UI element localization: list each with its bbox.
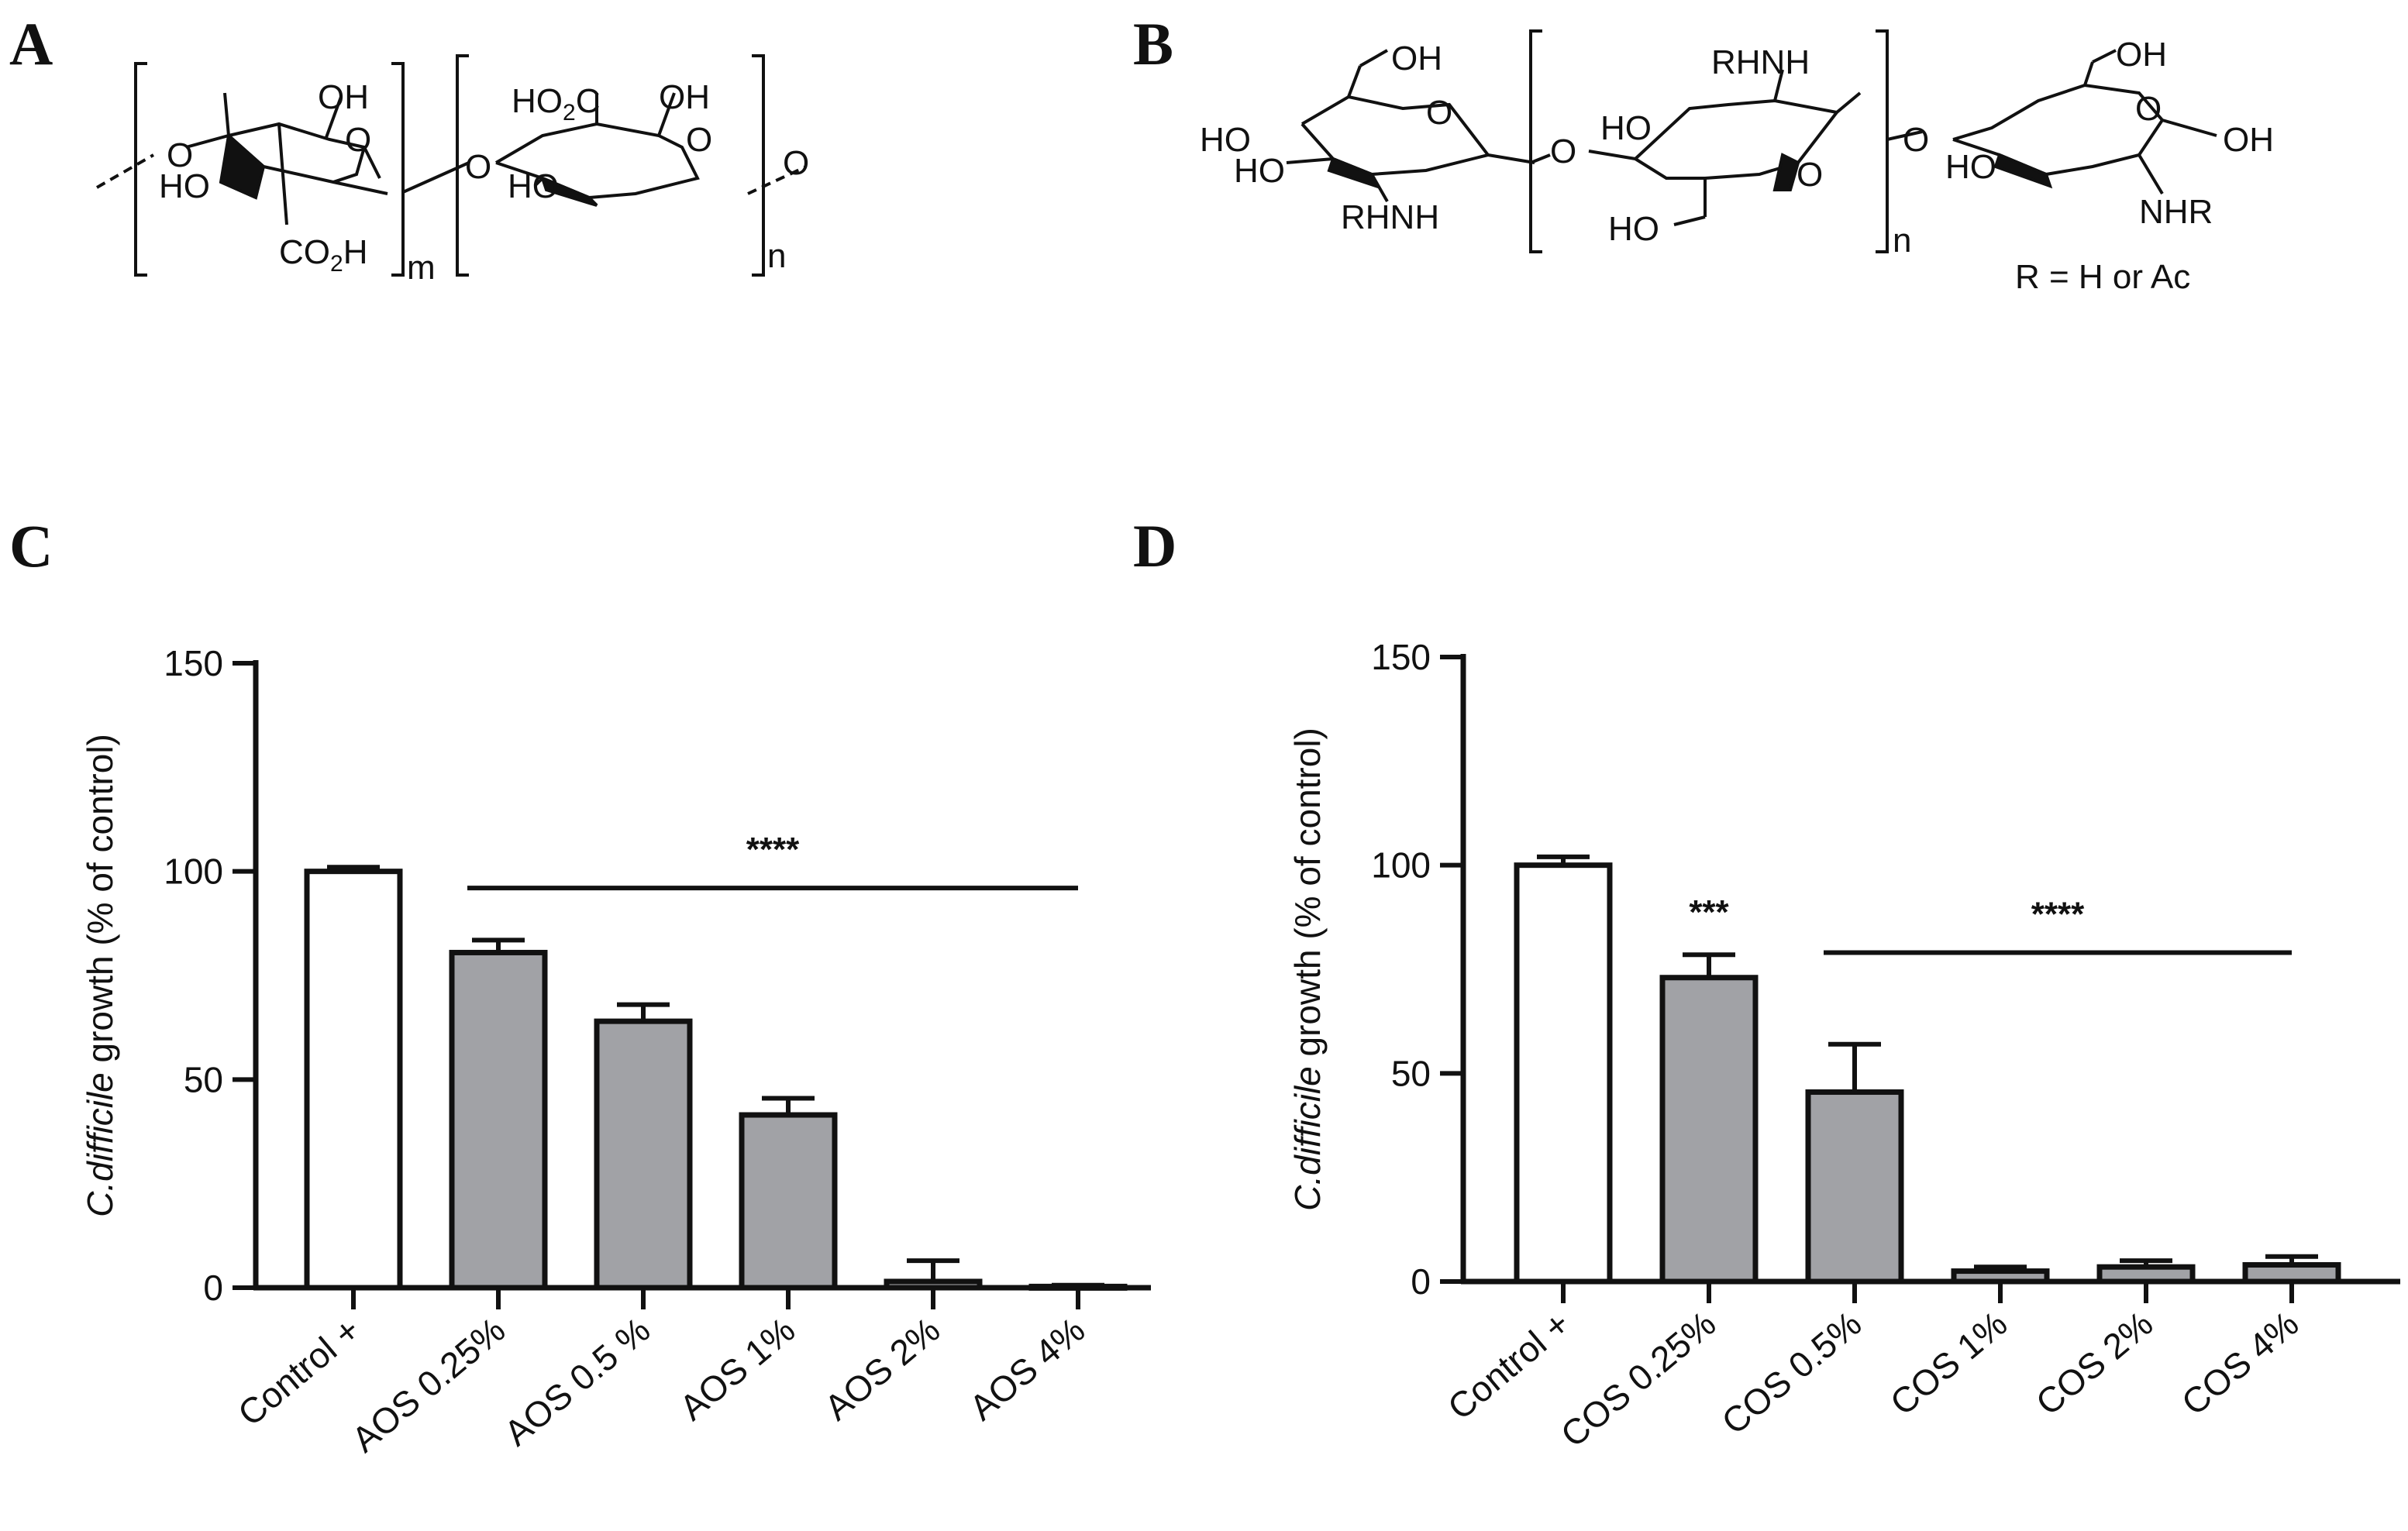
a-o-link: O [465, 148, 491, 186]
d-y-tick-label-0: 0 [1411, 1261, 1431, 1302]
a-subscript-m: m [407, 249, 436, 287]
a-oh-top-1: OH [318, 78, 369, 116]
panel-label-b: B [1133, 10, 1174, 77]
a-subscript-n: n [767, 237, 786, 275]
d-y-tick-label-150: 150 [1371, 637, 1431, 677]
a-ring-o-2: O [686, 121, 712, 159]
panel-label-d: D [1133, 512, 1177, 580]
c-y-axis-title: C.difficile growth (% of control) [80, 734, 120, 1217]
a-ring-o-1: O [345, 121, 371, 159]
b-rhnh-1: RHNH [1341, 198, 1439, 236]
b-subscript-n: n [1893, 222, 1911, 260]
d-category-label-3: COS 1% [1883, 1303, 2015, 1423]
b-rhnh-2: RHNH [1711, 43, 1810, 81]
panel-label-a: A [9, 10, 53, 77]
c-significance-0: **** [746, 831, 800, 869]
b-oh-1: OH [1391, 40, 1442, 77]
b-ring-o-3: O [2135, 90, 2162, 128]
d-significance-1: **** [2031, 896, 2085, 934]
d-y-tick-label-100: 100 [1371, 845, 1431, 886]
c-bar-2 [594, 1018, 693, 1291]
b-ho-4: HO [1608, 210, 1659, 248]
d-y-tick-label-50: 50 [1391, 1053, 1431, 1093]
a-ho-mid: HO [508, 167, 559, 205]
d-significance-0: *** [1689, 893, 1729, 931]
a-ho2c: HO2C [512, 82, 600, 126]
d-category-label-1: COS 0.25% [1553, 1303, 1724, 1455]
c-bar-0 [304, 869, 403, 1291]
c-y-tick-label-0: 0 [203, 1268, 223, 1308]
b-ho-1: HO [1200, 121, 1251, 159]
d-category-label-4: COS 2% [2028, 1303, 2161, 1423]
d-category-label-2: COS 0.5% [1714, 1303, 1869, 1443]
b-oh-2: OH [2116, 36, 2167, 74]
d-bar-2 [1805, 1089, 1904, 1285]
b-ho-2: HO [1234, 152, 1285, 190]
c-y-tick-label-100: 100 [164, 852, 223, 892]
b-ring-o-2: O [1797, 156, 1823, 194]
a-oh-top-2: OH [659, 78, 710, 116]
c-y-tick-label-50: 50 [184, 1059, 223, 1099]
b-o-link-2: O [1903, 121, 1929, 159]
b-ho-5: HO [1945, 148, 1996, 186]
b-nhr: NHR [2139, 193, 2213, 231]
c-y-tick-label-150: 150 [164, 643, 223, 683]
a-o-right: O [783, 144, 809, 182]
b-ring-o-1: O [1426, 94, 1452, 132]
d-y-axis-title: C.difficile growth (% of control) [1287, 728, 1328, 1211]
panel-label-c: C [9, 512, 53, 580]
a-ho-left: HO [159, 167, 210, 205]
a-co2h: CO2H [279, 233, 367, 277]
b-oh-3: OH [2223, 121, 2274, 159]
b-ho-3: HO [1600, 109, 1652, 147]
b-r-definition: R = H or Ac [2015, 258, 2190, 296]
d-bar-0 [1514, 862, 1613, 1285]
a-o-left: O [167, 136, 193, 174]
d-category-label-0: Control + [1440, 1303, 1577, 1428]
b-o-link-1: O [1550, 132, 1576, 170]
d-bar-1 [1659, 975, 1759, 1285]
d-category-label-5: COS 4% [2174, 1303, 2306, 1423]
